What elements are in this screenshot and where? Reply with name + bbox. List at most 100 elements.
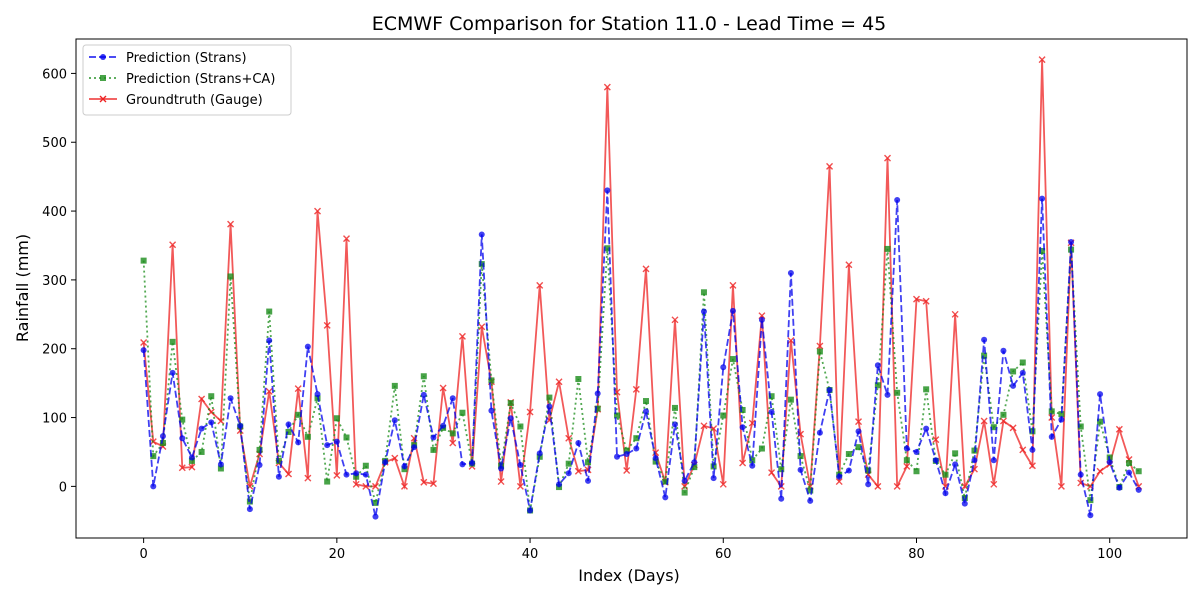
- data-point: [1087, 497, 1094, 504]
- data-point: [652, 449, 660, 457]
- data-point: [391, 454, 399, 462]
- data-point: [720, 364, 727, 371]
- data-point: [169, 241, 177, 249]
- data-point: [922, 297, 930, 305]
- data-point: [333, 438, 340, 445]
- data-point: [304, 474, 312, 482]
- data-point: [797, 466, 804, 473]
- data-point: [700, 308, 707, 315]
- data-point: [527, 507, 534, 514]
- data-point: [932, 436, 940, 444]
- data-point: [1028, 462, 1036, 470]
- data-point: [1126, 459, 1133, 466]
- data-point: [565, 434, 573, 442]
- data-point: [237, 422, 244, 429]
- data-point: [1077, 423, 1084, 430]
- data-point: [1019, 359, 1026, 366]
- data-point: [314, 391, 321, 398]
- data-point: [150, 453, 157, 460]
- data-point: [516, 482, 524, 490]
- data-point: [1019, 446, 1027, 454]
- y-tick-label: 200: [42, 343, 67, 358]
- data-point: [517, 423, 524, 430]
- series-line: [142, 59, 1140, 490]
- data-point: [565, 470, 572, 477]
- data-point: [884, 391, 891, 398]
- data-point: [372, 499, 379, 506]
- data-point: [420, 478, 428, 486]
- data-point: [807, 497, 814, 504]
- data-point: [488, 377, 495, 384]
- data-point: [275, 457, 282, 464]
- y-tick-label: 0: [59, 480, 67, 495]
- y-tick-label: 400: [42, 205, 67, 220]
- data-point: [449, 430, 456, 437]
- x-tick-label: 60: [715, 547, 732, 562]
- data-point: [401, 463, 408, 470]
- data-point: [430, 434, 437, 441]
- data-point: [913, 468, 920, 475]
- data-point: [797, 453, 804, 460]
- data-point: [352, 480, 360, 488]
- data-point: [179, 416, 186, 423]
- data-point: [719, 480, 727, 488]
- data-point: [1058, 416, 1065, 423]
- data-point: [1077, 471, 1084, 478]
- data-point: [1126, 469, 1133, 476]
- data-point: [169, 369, 176, 376]
- data-point: [787, 336, 795, 344]
- data-point: [729, 356, 736, 363]
- data-point: [952, 450, 959, 457]
- legend-label: Groundtruth (Gauge): [126, 93, 263, 108]
- data-point: [546, 394, 553, 401]
- data-point: [333, 415, 340, 422]
- data-point: [546, 403, 553, 410]
- data-point: [1058, 411, 1065, 418]
- data-point: [575, 440, 582, 447]
- data-point: [285, 429, 292, 436]
- data-point: [295, 411, 302, 418]
- data-point: [227, 220, 235, 228]
- data-point: [478, 231, 485, 238]
- data-point: [449, 395, 456, 402]
- y-tick-label: 600: [42, 67, 67, 82]
- data-point: [623, 467, 631, 475]
- data-point: [729, 281, 737, 289]
- data-point: [633, 445, 640, 452]
- data-point: [739, 406, 746, 413]
- data-point: [498, 465, 505, 472]
- data-point: [1096, 467, 1104, 475]
- data-point: [604, 245, 611, 252]
- data-point: [739, 424, 746, 431]
- legend: Prediction (Strans) Prediction (Strans+CA…: [82, 44, 292, 116]
- chart-title: ECMWF Comparison for Station 11.0 - Lead…: [372, 13, 887, 35]
- data-point: [826, 162, 834, 170]
- data-point: [323, 321, 331, 329]
- y-tick-label: 100: [42, 412, 67, 427]
- data-point: [488, 407, 495, 414]
- data-point: [807, 487, 814, 494]
- data-point: [555, 378, 563, 386]
- data-point: [623, 451, 630, 458]
- data-point: [198, 425, 205, 432]
- data-point: [961, 500, 968, 507]
- data-point: [353, 470, 360, 477]
- data-point: [208, 393, 215, 400]
- data-point: [430, 446, 437, 453]
- data-point: [150, 483, 157, 490]
- data-point: [691, 464, 698, 471]
- data-point: [1000, 347, 1007, 354]
- legend-marker: [100, 54, 106, 60]
- data-point: [536, 450, 543, 457]
- data-point: [429, 480, 437, 488]
- data-point: [391, 382, 398, 389]
- data-point: [671, 421, 678, 428]
- data-point: [749, 462, 756, 469]
- data-point: [459, 409, 466, 416]
- data-point: [990, 457, 997, 464]
- data-point: [266, 337, 273, 344]
- x-tick-label: 20: [329, 547, 346, 562]
- data-point: [324, 478, 331, 485]
- data-point: [246, 506, 253, 513]
